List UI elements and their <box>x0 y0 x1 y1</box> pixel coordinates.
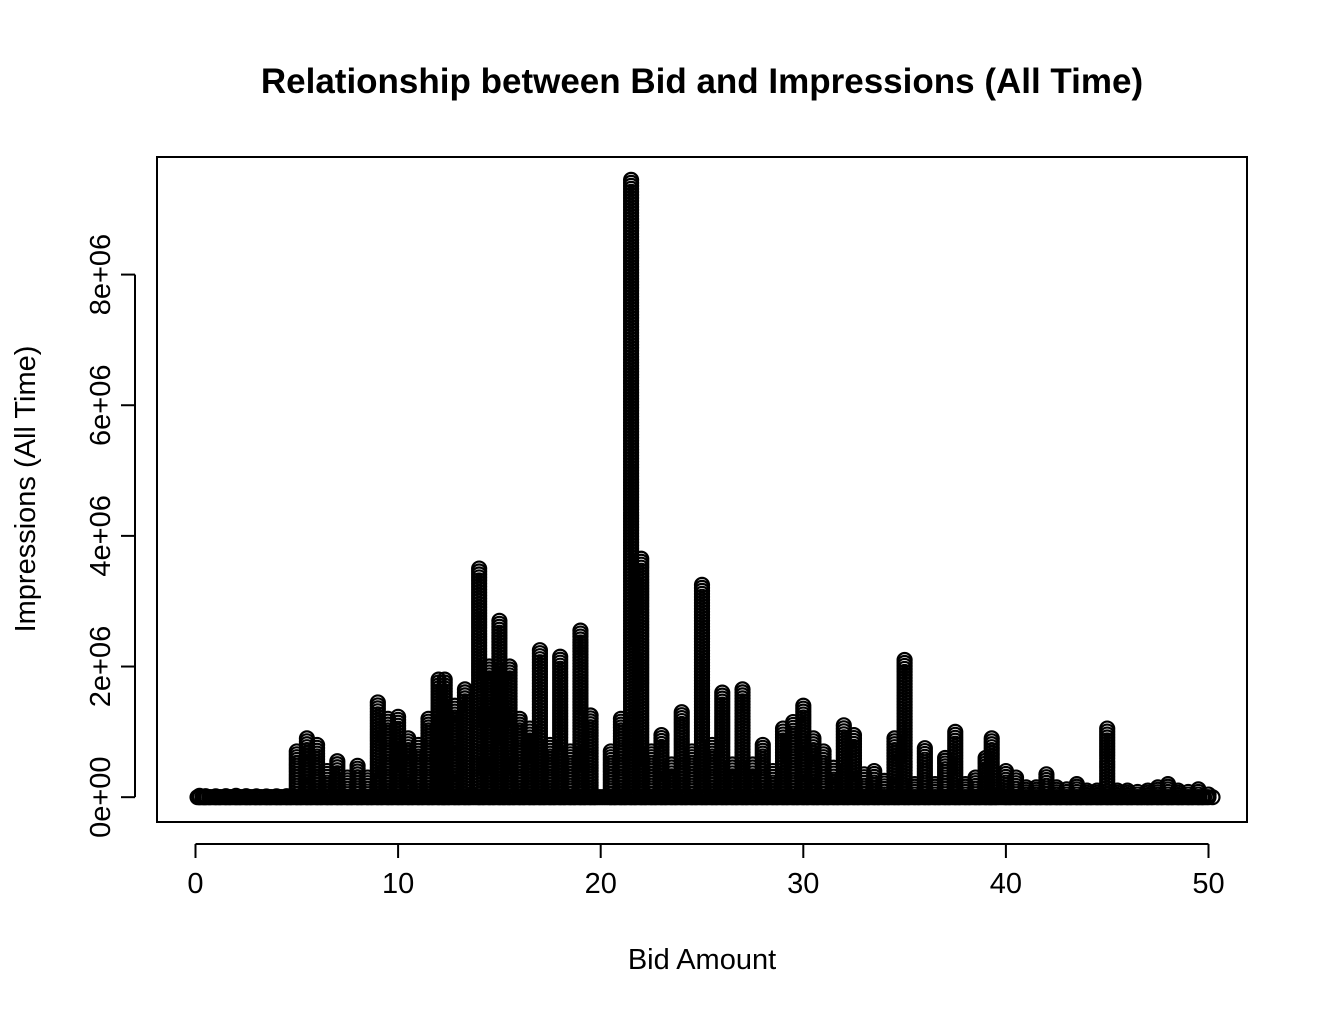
data-point <box>552 648 569 665</box>
y-tick-label: 2e+06 <box>85 626 117 707</box>
y-tick-label: 8e+06 <box>85 234 117 315</box>
y-axis-label: Impressions (All Time) <box>10 346 42 633</box>
data-point <box>693 576 711 593</box>
plot-frame <box>156 156 1248 823</box>
data-point <box>673 704 690 721</box>
x-tick-label: 40 <box>990 868 1022 900</box>
data-point <box>815 743 832 760</box>
x-tick-label: 30 <box>787 868 819 900</box>
data-point <box>308 736 326 754</box>
data-point <box>734 681 751 698</box>
data-point <box>491 612 508 629</box>
data-point <box>633 550 650 567</box>
x-tick-label: 20 <box>585 868 617 900</box>
data-point <box>436 671 453 688</box>
data-point <box>511 710 528 727</box>
data-point <box>714 684 731 701</box>
data-point <box>805 730 822 747</box>
data-point <box>1099 720 1116 737</box>
data-point <box>653 727 670 744</box>
data-point <box>1198 789 1215 806</box>
chart-title: Relationship between Bid and Impressions… <box>261 62 1143 101</box>
data-point <box>531 642 549 659</box>
data-point <box>896 651 913 669</box>
data-point <box>389 708 407 725</box>
data-point <box>916 740 933 757</box>
data-point <box>866 762 883 780</box>
data-point <box>845 727 863 744</box>
data-point <box>369 694 386 711</box>
y-axis: 0e+00 2e+06 4e+06 6e+06 8e+06 <box>85 234 136 838</box>
data-point <box>349 757 366 774</box>
data-point <box>501 658 518 675</box>
data-point <box>329 753 346 770</box>
data-point <box>983 730 1000 747</box>
x-axis-label: Bid Amount <box>628 944 776 976</box>
data-point <box>754 736 771 754</box>
x-axis: 0 10 20 30 40 50 <box>187 843 1225 900</box>
data-point <box>582 707 599 724</box>
data-point <box>622 171 640 188</box>
data-point <box>1007 769 1025 786</box>
x-tick-label: 0 <box>187 868 203 900</box>
y-tick-label: 0e+00 <box>85 756 117 837</box>
data-point <box>572 622 589 639</box>
y-tick-label: 4e+06 <box>85 495 117 576</box>
x-tick-label: 50 <box>1192 868 1224 900</box>
data-point <box>835 717 852 734</box>
data-points <box>189 171 1221 806</box>
data-point <box>947 723 964 740</box>
data-point <box>795 697 812 714</box>
data-point <box>1038 766 1055 783</box>
y-tick-label: 6e+06 <box>85 365 117 446</box>
data-point <box>471 560 488 577</box>
x-tick-label: 10 <box>382 868 414 900</box>
